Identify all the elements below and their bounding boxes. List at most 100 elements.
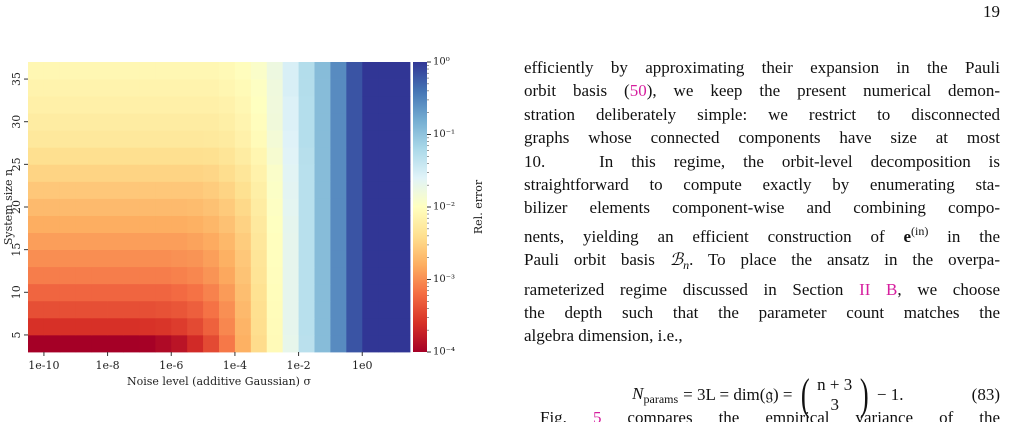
heatmap-cell	[171, 215, 188, 233]
heatmap-cell	[219, 266, 236, 285]
heatmap-cell	[187, 147, 204, 165]
heatmap-cell	[219, 164, 236, 182]
heatmap-cell	[219, 334, 236, 353]
heatmap-cell	[250, 130, 268, 148]
text-run: ), we keep the present numerical demon-	[646, 81, 1000, 101]
heatmap-cell	[219, 317, 236, 336]
heatmap-cell	[107, 79, 124, 97]
heatmap-cell	[43, 130, 61, 148]
text-run: rameterized regime discussed in Section	[524, 279, 860, 299]
heatmap-cell	[203, 79, 220, 97]
heatmap-cell	[330, 79, 347, 97]
heatmap-cell	[378, 317, 395, 336]
text-line: bilizer elements component-wise and comb…	[524, 196, 1000, 219]
eq-tail: − 1.	[876, 385, 904, 404]
heatmap-cell	[43, 113, 61, 131]
heatmap-cell	[123, 334, 140, 353]
heatmap-cell	[123, 147, 140, 165]
heatmap-cell	[314, 317, 331, 336]
colorbar-tick-label: 10⁻¹	[433, 129, 455, 140]
heatmap-cell	[28, 164, 45, 182]
heatmap-cell	[155, 317, 172, 336]
heatmap-cell	[187, 181, 204, 199]
colorbar	[413, 62, 427, 352]
heatmap-cell	[314, 198, 331, 216]
heatmap-cell	[314, 266, 331, 285]
heatmap-cell	[187, 130, 204, 148]
y-tick-label: 35	[10, 72, 23, 86]
heatmap-cell	[123, 79, 140, 97]
heatmap-cell	[187, 283, 204, 302]
heatmap-cell	[266, 266, 284, 285]
heatmap-cell	[91, 283, 108, 302]
heatmap-cell	[314, 96, 331, 114]
heatmap-cell	[346, 266, 363, 285]
heatmap-cell	[219, 181, 236, 199]
heatmap-cell	[91, 232, 108, 251]
heatmap-cell	[378, 164, 395, 182]
heatmap-cell	[187, 232, 204, 251]
heatmap-cell	[394, 130, 411, 148]
heatmap-cell	[139, 164, 156, 182]
text-line: nents, yielding an efficient constructio…	[524, 220, 1000, 248]
x-axis-label: Noise level (additive Gaussian) σ	[127, 375, 311, 388]
heatmap-cell	[59, 181, 77, 199]
heatmap-cell	[28, 266, 45, 285]
text-run: in the	[928, 226, 1000, 246]
heatmap-cell	[250, 113, 268, 131]
heatmap-cell	[203, 164, 220, 182]
heatmap-cell	[266, 215, 284, 233]
heatmap-cell	[171, 266, 188, 285]
heatmap-cell	[123, 198, 140, 216]
y-tick-label: 30	[10, 115, 23, 129]
heatmap-cell	[28, 79, 45, 97]
heatmap-cell	[203, 198, 220, 216]
heatmap-cell	[171, 300, 188, 319]
heatmap-cell	[59, 232, 77, 251]
heatmap-cell	[219, 113, 236, 131]
text-line: efficiently by approximating their expan…	[524, 56, 1000, 79]
heatmap-cell	[330, 266, 347, 285]
heatmap-cell	[187, 198, 204, 216]
heatmap-cell	[28, 181, 45, 199]
heatmap-cell	[298, 249, 315, 268]
heatmap-cell	[75, 232, 93, 251]
text-run: straightforward to compute exactly by en…	[524, 175, 1000, 195]
text-line: orbit basis (50), we keep the present nu…	[524, 79, 1000, 102]
heatmap-cell	[107, 62, 124, 80]
heatmap-cell	[203, 215, 220, 233]
heatmap-cell	[346, 249, 363, 268]
heatmap-cell	[91, 164, 108, 182]
heatmap-cell	[171, 96, 188, 114]
heatmap-cell	[59, 62, 77, 80]
heatmap-cell	[43, 96, 61, 114]
heatmap-cell	[282, 232, 299, 251]
heatmap-cell	[378, 62, 395, 80]
heatmap-cell	[219, 283, 236, 302]
heatmap-cell	[155, 249, 172, 268]
heatmap-cell	[330, 334, 347, 353]
heatmap-cell	[298, 198, 315, 216]
link-run[interactable]: 5	[592, 408, 602, 422]
heatmap-cell	[250, 96, 268, 114]
heatmap-cell	[59, 198, 77, 216]
heatmap-cell	[139, 62, 156, 80]
heatmap-cell	[123, 317, 140, 336]
heatmap-cell	[250, 215, 268, 233]
heatmap-cell	[139, 147, 156, 165]
heatmap-cell	[155, 283, 172, 302]
heatmap-cell	[171, 164, 188, 182]
heatmap-cell	[298, 62, 315, 80]
link-run[interactable]: 50	[629, 81, 647, 101]
heatmap-cell	[282, 79, 299, 97]
heatmap-cell	[234, 317, 252, 336]
heatmap-cell	[362, 198, 379, 216]
heatmap-cell	[203, 249, 220, 268]
heatmap-cell	[187, 113, 204, 131]
heatmap-cell	[346, 147, 363, 165]
colorbar-tick-label: 10⁻³	[433, 274, 455, 285]
link-run[interactable]: II B	[859, 279, 898, 299]
heatmap-cell	[43, 164, 61, 182]
heatmap-cell	[378, 266, 395, 285]
